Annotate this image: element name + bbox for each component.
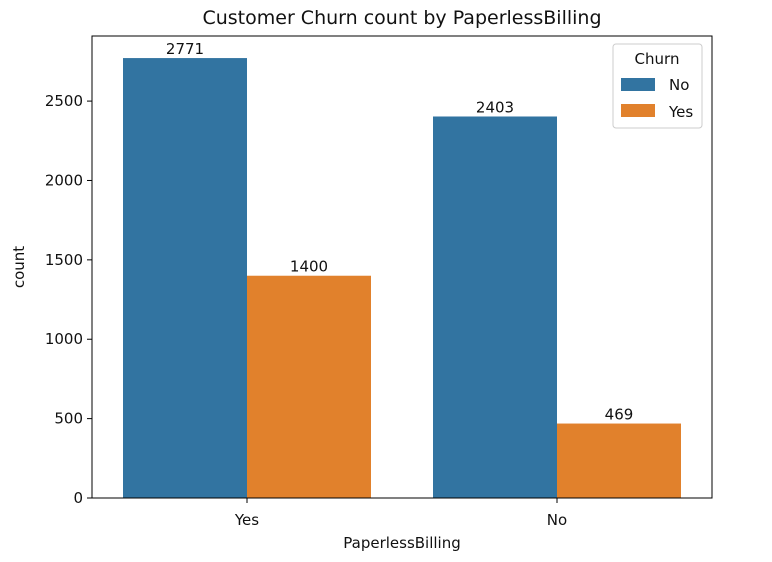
plot-frame [91,35,713,499]
bar-yes-churn-yes [247,275,371,498]
x-tick-label: No [547,511,567,529]
y-tick-label: 500 [54,410,83,428]
bar-no-churn-yes [557,423,681,498]
y-tick-label: 0 [73,489,83,507]
legend-label-no: No [669,76,689,94]
data-label-no-churn-no: 2403 [476,98,514,116]
data-label-yes-churn-no: 2771 [166,40,204,58]
bar-yes-churn-no [123,58,247,498]
legend-swatch-yes [621,104,655,117]
bar-no-churn-no [433,116,557,498]
bars-group [123,58,681,498]
y-tick-label: 2000 [45,171,83,189]
y-tick-label: 2500 [45,92,83,110]
y-ticks-group: 0 500 1000 1500 2000 2500 [45,92,92,507]
legend-swatch-no [621,78,655,91]
y-tick-label: 1000 [45,330,83,348]
data-labels-group: 2771 1400 2403 469 [166,40,633,423]
legend: Churn No Yes [612,43,703,129]
x-tick-label: Yes [234,511,259,529]
legend-label-yes: Yes [668,103,693,121]
data-label-yes-churn-yes: 1400 [290,258,328,276]
x-ticks-group: Yes No [234,498,567,529]
chart-title: Customer Churn count by PaperlessBilling [202,7,601,29]
y-tick-label: 1500 [45,251,83,269]
x-axis-label: PaperlessBilling [343,534,461,552]
legend-title: Churn [635,50,680,68]
data-label-no-churn-yes: 469 [605,406,634,424]
y-axis-label: count [10,246,28,288]
